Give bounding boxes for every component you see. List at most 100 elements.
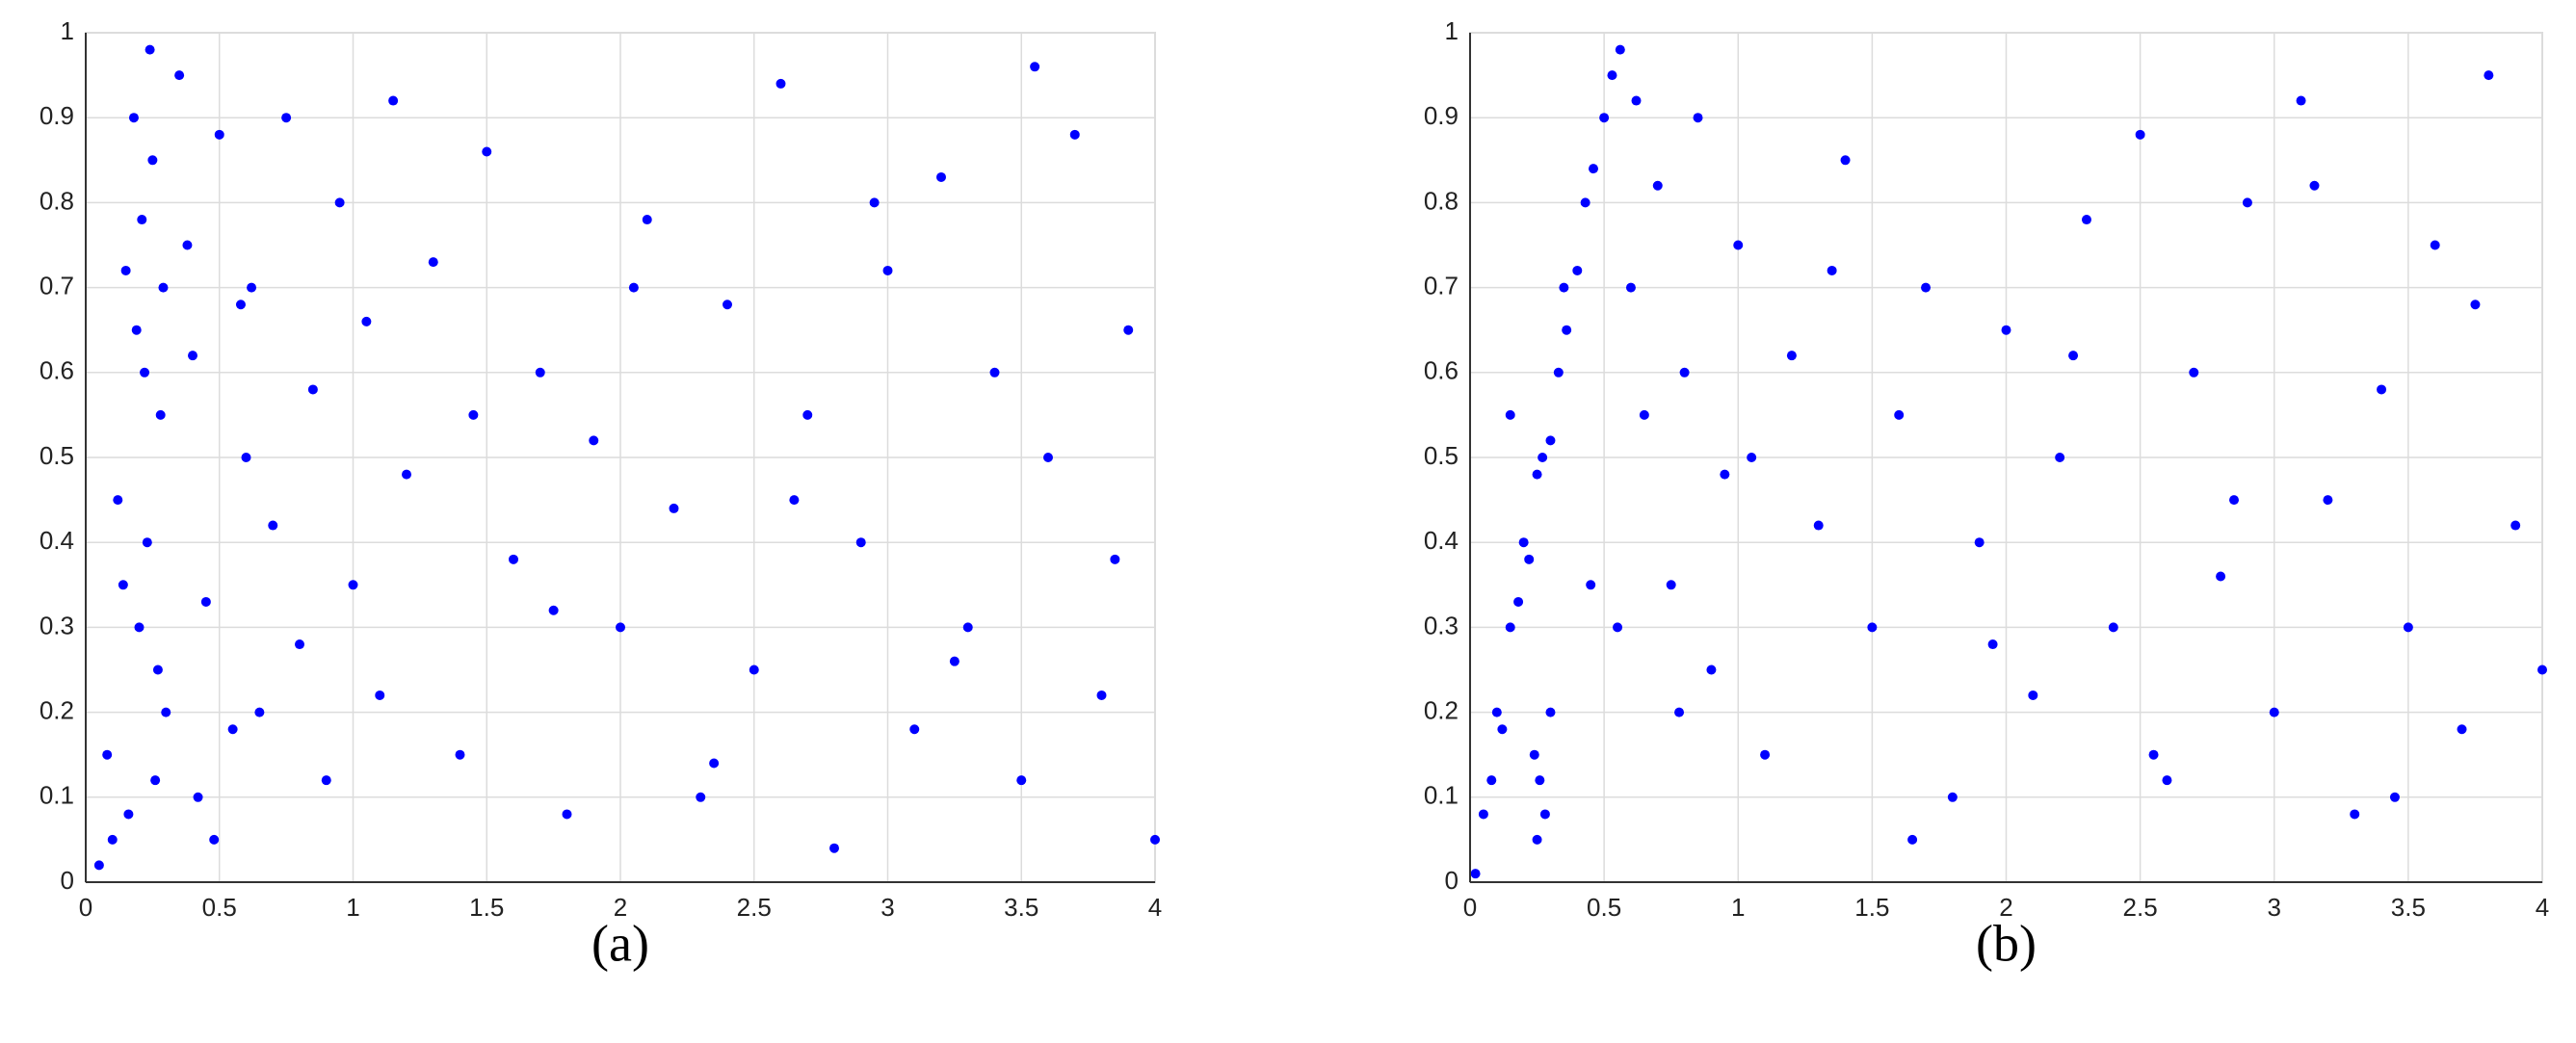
x-tick-label: 3.5 <box>1004 893 1038 922</box>
scatter-point <box>1505 622 1515 633</box>
scatter-point <box>174 70 185 81</box>
x-tick-label: 4 <box>2536 893 2549 922</box>
scatter-point <box>628 282 639 293</box>
scatter-point <box>1559 282 1569 293</box>
y-tick-label: 0.8 <box>1424 186 1459 215</box>
scatter-point <box>2350 809 2360 820</box>
scatter-point <box>147 155 158 166</box>
y-tick-label: 1 <box>61 16 74 45</box>
scatter-point <box>241 453 251 462</box>
y-tick-label: 0.7 <box>39 271 74 300</box>
scatter-point <box>1588 164 1598 174</box>
scatter-point <box>1760 749 1771 760</box>
scatter-point <box>1907 834 1918 845</box>
y-tick-label: 0.1 <box>1424 781 1459 810</box>
scatter-point <box>2457 724 2467 735</box>
x-tick-label: 0 <box>79 893 92 922</box>
scatter-point <box>882 265 893 275</box>
scatter-point <box>1030 62 1040 72</box>
scatter-point <box>2068 351 2079 361</box>
scatter-point <box>182 240 193 250</box>
scatter-point <box>1921 282 1932 293</box>
scatter-point <box>1497 724 1508 735</box>
scatter-point <box>1545 707 1556 717</box>
scatter-point <box>118 580 128 590</box>
scatter-point <box>1867 622 1878 633</box>
scatter-point <box>1478 809 1488 820</box>
scatter-point <box>334 197 345 208</box>
x-tick-label: 2 <box>1999 893 2012 922</box>
scatter-point <box>158 282 169 293</box>
scatter-point <box>1524 554 1535 564</box>
scatter-point <box>1827 265 1837 275</box>
scatter-point <box>155 409 166 420</box>
x-tick-label: 1 <box>346 893 359 922</box>
scatter-point <box>1786 351 1797 361</box>
scatter-point <box>209 834 220 845</box>
scatter-point <box>254 707 265 717</box>
scatter-point <box>696 792 706 802</box>
y-tick-label: 0.1 <box>39 781 74 810</box>
scatter-point <box>1529 749 1539 760</box>
scatter-point <box>1625 282 1636 293</box>
scatter-point <box>1123 325 1134 335</box>
scatter-point <box>247 282 257 293</box>
scatter-point <box>2430 240 2440 250</box>
scatter-point <box>227 724 238 735</box>
x-tick-label: 2 <box>614 893 627 922</box>
scatter-point <box>1110 554 1120 564</box>
scatter-point <box>1491 707 1502 717</box>
scatter-point <box>2323 495 2333 506</box>
y-tick-label: 0.6 <box>1424 356 1459 385</box>
scatter-point <box>455 749 465 760</box>
scatter-point <box>936 171 946 182</box>
scatter-point <box>1747 453 1757 462</box>
scatter-point <box>829 843 839 853</box>
y-tick-label: 0.8 <box>39 186 74 215</box>
scatter-point <box>869 197 880 208</box>
scatter-point <box>1720 469 1730 480</box>
scatter-point <box>2001 325 2011 335</box>
y-tick-label: 0.2 <box>1424 695 1459 724</box>
caption: (a) <box>591 914 649 972</box>
x-tick-label: 4 <box>1148 893 1162 922</box>
scatter-point <box>802 409 813 420</box>
y-tick-label: 1 <box>1445 16 1459 45</box>
scatter-point <box>1505 409 1515 420</box>
scatter-point <box>107 834 118 845</box>
scatter-point <box>140 367 150 378</box>
scatter-point <box>1631 95 1642 106</box>
scatter-point <box>1586 580 1596 590</box>
y-tick-label: 0.9 <box>1424 101 1459 130</box>
scatter-point <box>1706 665 1717 675</box>
scatter-point <box>428 257 438 268</box>
scatter-point <box>1572 265 1583 275</box>
scatter-point <box>909 724 920 735</box>
scatter-point <box>535 367 545 378</box>
scatter-point <box>2108 622 2118 633</box>
scatter-point <box>2216 571 2226 582</box>
scatter-point <box>2389 792 2400 802</box>
scatter-point <box>1613 622 1623 633</box>
scatter-point <box>1987 639 1998 650</box>
y-tick-label: 0.6 <box>39 356 74 385</box>
scatter-point <box>93 860 104 871</box>
scatter-point <box>375 690 385 700</box>
scatter-point <box>1535 775 1545 786</box>
scatter-point <box>113 495 123 506</box>
x-tick-label: 0 <box>1463 893 1477 922</box>
y-tick-label: 0.5 <box>39 441 74 470</box>
y-tick-label: 0.3 <box>1424 611 1459 639</box>
scatter-point <box>562 809 572 820</box>
scatter-point <box>589 435 599 446</box>
x-tick-label: 3 <box>2268 893 2281 922</box>
scatter-point <box>307 384 318 395</box>
scatter-point <box>2135 129 2145 140</box>
scatter-point <box>2296 95 2306 106</box>
x-tick-label: 0.5 <box>202 893 237 922</box>
scatter-point <box>1486 775 1497 786</box>
caption: (b) <box>1976 914 2037 972</box>
scatter-point <box>855 537 866 548</box>
scatter-point <box>321 775 331 786</box>
scatter-point <box>152 665 163 675</box>
